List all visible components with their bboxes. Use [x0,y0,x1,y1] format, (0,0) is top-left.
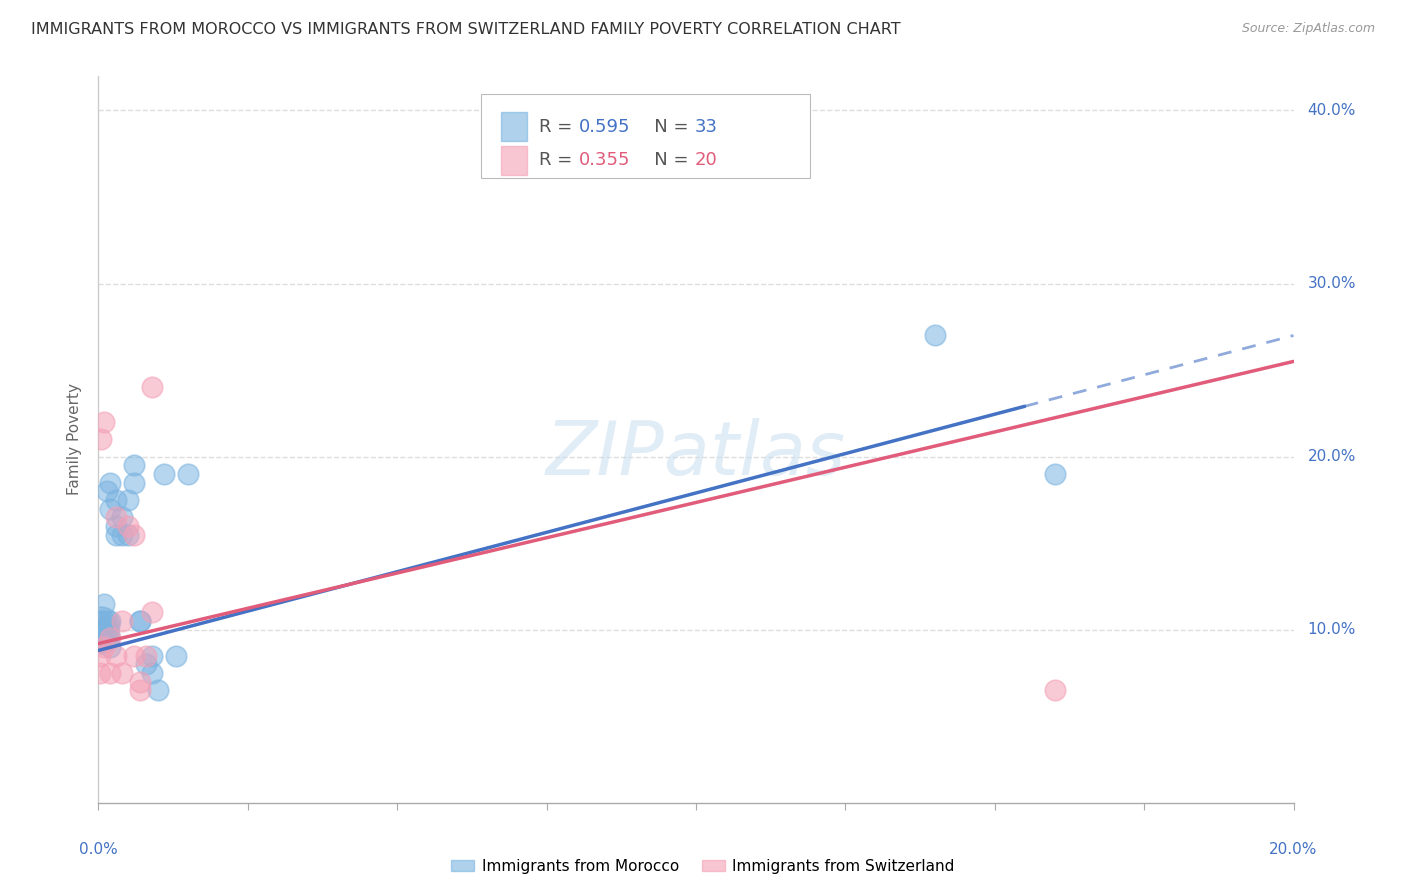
Text: 40.0%: 40.0% [1308,103,1355,118]
FancyBboxPatch shape [501,145,527,175]
Point [105,527,128,541]
Legend: Immigrants from Morocco, Immigrants from Switzerland: Immigrants from Morocco, Immigrants from… [446,853,960,880]
Point [98,475,122,490]
Point [129,674,152,689]
Point [98,665,122,680]
Point [124,458,146,473]
Point [111,527,134,541]
Text: R =: R = [540,152,578,169]
Point [111,510,134,524]
Point [98,640,122,654]
Point [90,617,112,632]
Point [924,328,946,343]
Point [91,632,114,646]
Point [89,628,111,642]
Point [105,648,128,663]
Point [105,519,128,533]
Point [124,648,146,663]
Text: 20.0%: 20.0% [1308,449,1355,464]
Point [1043,683,1066,698]
Point [141,380,163,394]
Point [93,640,115,654]
Point [98,632,122,646]
Point [89,648,111,663]
Point [89,623,111,637]
Text: 33: 33 [695,118,718,136]
Point [165,648,187,663]
Text: ZIPatlas: ZIPatlas [546,417,846,490]
Point [117,527,139,541]
Text: 0.595: 0.595 [579,118,630,136]
Point [90,623,112,637]
Point [93,623,115,637]
Point [148,683,170,698]
Point [105,492,128,507]
Text: R =: R = [540,118,578,136]
Point [141,665,163,680]
Text: 10.0%: 10.0% [1308,623,1355,637]
Point [96,484,118,499]
Point [135,648,157,663]
Point [111,614,134,628]
Point [124,475,146,490]
Point [105,510,128,524]
Text: 0.0%: 0.0% [79,842,118,856]
Text: 0.355: 0.355 [579,152,630,169]
Point [90,628,112,642]
Point [129,614,152,628]
Point [89,614,111,628]
Point [141,648,163,663]
Point [1043,467,1066,481]
Text: N =: N = [637,118,695,136]
Point [117,492,139,507]
FancyBboxPatch shape [501,112,527,141]
Text: N =: N = [637,152,695,169]
Point [98,614,122,628]
Point [89,665,111,680]
Point [98,501,122,516]
Point [124,527,146,541]
Text: 20: 20 [695,152,717,169]
Y-axis label: Family Poverty: Family Poverty [67,384,83,495]
Text: IMMIGRANTS FROM MOROCCO VS IMMIGRANTS FROM SWITZERLAND FAMILY POVERTY CORRELATIO: IMMIGRANTS FROM MOROCCO VS IMMIGRANTS FR… [31,22,901,37]
Point [111,665,134,680]
Text: 30.0%: 30.0% [1308,276,1355,291]
Point [90,632,112,646]
Point [89,623,111,637]
Point [135,657,157,672]
Point [93,614,115,628]
Point [93,415,115,429]
Point [89,617,111,632]
Point [177,467,200,481]
Point [153,467,176,481]
Point [129,683,152,698]
Point [117,519,139,533]
Point [90,432,112,446]
Text: 20.0%: 20.0% [1270,842,1317,856]
Point [141,606,163,620]
Text: Source: ZipAtlas.com: Source: ZipAtlas.com [1241,22,1375,36]
Point [93,597,115,611]
FancyBboxPatch shape [481,94,810,178]
Point [129,614,152,628]
